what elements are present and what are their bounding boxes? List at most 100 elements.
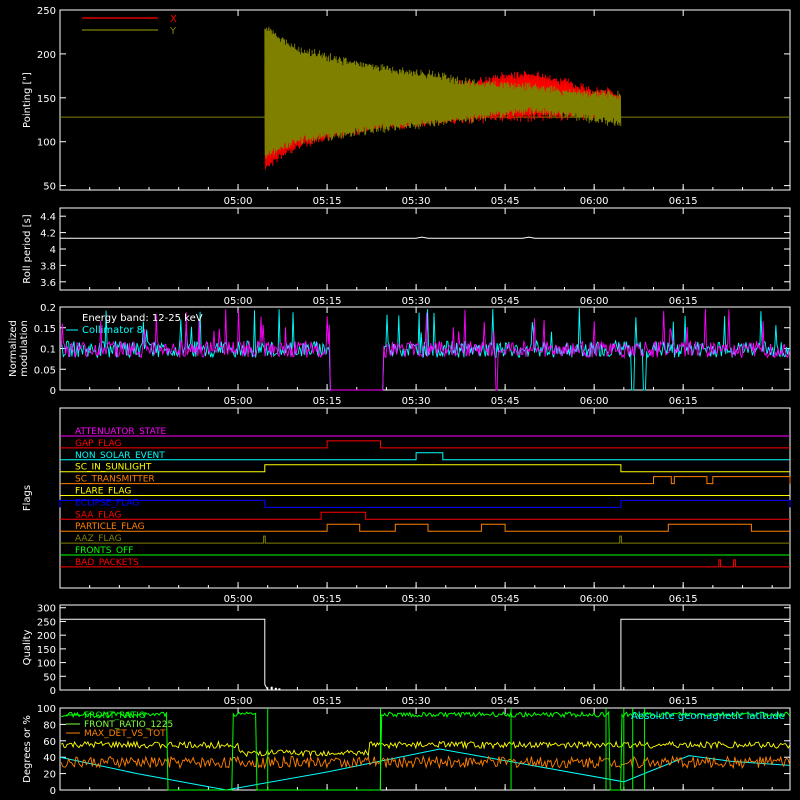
quality-ylabel: Quality: [22, 630, 33, 666]
modulation-legend-label: Collimator 8: [82, 325, 143, 336]
modulation-xtick-label: 06:15: [669, 396, 698, 407]
flag-label-aaz_flag: AAZ_FLAG: [75, 534, 122, 544]
modulation-ytick-label: 0.1: [40, 345, 56, 356]
flags-xtick-label: 05:30: [402, 594, 431, 605]
pointing-frame: [59, 9, 791, 191]
fronts-ytick-label: 0: [50, 786, 56, 797]
modulation-xtick-label: 05:30: [402, 396, 431, 407]
flag-line-sc_transmitter: [60, 476, 791, 485]
fronts-legend-label: FRONT_RATIO_1225: [84, 720, 173, 730]
modulation-ylabel-line1: Normalized: [8, 320, 19, 377]
fronts-ytick-label: 60: [43, 737, 56, 748]
modulation-ytick-label: 0: [50, 386, 56, 397]
fronts-ytick-label: 20: [43, 770, 56, 781]
modulation-xtick-label: 05:45: [491, 396, 520, 407]
fronts-ylabel: Degrees or %: [22, 715, 33, 783]
roll-frame: [59, 207, 791, 291]
geomagnetic-latitude-line: [59, 748, 791, 791]
pointing-legend-label: X: [170, 14, 177, 25]
roll-ytick-label: 4.2: [40, 229, 56, 240]
quality-ytick-label: 300: [37, 604, 56, 615]
quality-xtick-label: 05:45: [491, 696, 520, 707]
pointing-xtick-label: 05:15: [313, 196, 342, 207]
flag-label-gap_flag: GAP_FLAG: [75, 439, 121, 449]
flag-line-non_solar_event: [60, 452, 790, 461]
quality-ytick-label: 150: [37, 645, 56, 656]
pointing-legend-label: Y: [169, 26, 177, 37]
fronts-frame: [59, 707, 791, 791]
pointing-xtick-label: 05:00: [224, 196, 253, 207]
flag-line-gap_flag: [60, 440, 790, 449]
quality-ytick-label: 100: [37, 659, 56, 670]
flags-frame: [59, 407, 791, 589]
modulation-ylabel-line2: modulation: [19, 320, 30, 377]
pointing-xtick-label: 05:30: [402, 196, 431, 207]
pointing-ytick-label: 250: [37, 6, 56, 17]
quality-xtick-label: 05:30: [402, 696, 431, 707]
modulation-ytick-label: 0.05: [34, 365, 56, 376]
pointing-series-Y: [264, 26, 622, 159]
modulation-series-magenta: [60, 308, 791, 391]
quality-spike: [278, 688, 281, 690]
fronts-legend-label: MAX_DET_VS_TOT: [84, 729, 166, 739]
roll-period-line: [60, 236, 790, 239]
quality-xtick-label: 05:00: [224, 696, 253, 707]
quality-ytick-label: 0: [50, 686, 56, 697]
quality-xtick-label: 05:15: [313, 696, 342, 707]
pointing-ytick-label: 100: [37, 138, 56, 149]
panel-quality: 05:00 05:15 05:30 05:45 06:00 06:15 0 50 100 150 2…: [22, 604, 791, 707]
roll-xtick-label: 05:45: [491, 296, 520, 307]
orange-series-line: [60, 754, 791, 770]
pointing-xtick-label: 06:00: [580, 196, 609, 207]
roll-xtick-label: 05:00: [224, 296, 253, 307]
flag-label-sc_transmitter: SC_TRANSMITTER: [75, 475, 155, 485]
pointing-ytick-label: 50: [43, 182, 56, 193]
pointing-xtick-label: 05:45: [491, 196, 520, 207]
roll-ylabel: Roll period [s]: [22, 214, 33, 283]
panels: 05:00 05:15 05:30 05:45 06:00 06:15 50 100 150 20…: [8, 6, 791, 797]
modulation-xtick-label: 06:00: [580, 396, 609, 407]
fronts-ytick-label: 40: [43, 753, 56, 764]
flag-line-sc_in_sunlight: [60, 464, 790, 473]
quality-ytick-label: 50: [43, 672, 56, 683]
flag-label-saa_flag: SAA_FLAG: [75, 510, 121, 520]
quality-spike: [274, 687, 277, 690]
flag-label-bad_packets: BAD_PACKETS: [75, 558, 139, 568]
flags-xtick-label: 05:00: [224, 594, 253, 605]
flags-xtick-label: 06:15: [669, 594, 698, 605]
roll-ytick-label: 3.6: [40, 278, 56, 289]
quality-xtick-label: 06:15: [669, 696, 698, 707]
flag-label-non_solar_event: NON_SOLAR_EVENT: [75, 451, 165, 461]
flag-line-saa_flag: [60, 511, 790, 520]
flag-line-particle_flag: [60, 523, 790, 532]
roll-ytick-label: 4.4: [40, 212, 56, 223]
panel-flags: 05:00 05:15 05:30 05:45 06:00 06:15 Flags ATTEN…: [22, 407, 791, 605]
roll-xtick-label: 05:30: [402, 296, 431, 307]
flag-label-attenuator_state: ATTENUATOR_STATE: [75, 427, 167, 437]
panel-modulation: 05:00 05:15 05:30 05:45 06:00 06:15 0 0.05 0.1 0.…: [8, 303, 791, 407]
max-det-vs-tot-line: [61, 740, 791, 758]
quality-frame: [59, 604, 791, 691]
modulation-xtick-label: 05:15: [313, 396, 342, 407]
modulation-ytick-label: 0.15: [34, 324, 56, 335]
panel-roll: 05:00 05:15 05:30 05:45 06:00 06:15 3.6 3.8 4 4.2…: [22, 207, 791, 307]
quality-ytick-label: 250: [37, 617, 56, 628]
flag-label-flare_flag: FLARE_FLAG: [75, 487, 131, 497]
pointing-ytick-label: 150: [37, 94, 56, 105]
geomagnetic-latitude-label: Absolute geomagnetic latitude: [631, 711, 785, 722]
flag-label-sc_in_sunlight: SC_IN_SUNLIGHT: [75, 463, 152, 473]
flag-line-eclipse_flag: [59, 499, 791, 508]
panel-fronts: 0 20 40 60 80 100 Degrees or % FRONT_RATIOFRONT…: [22, 704, 791, 797]
pointing-ylabel: Pointing ["]: [22, 72, 33, 128]
roll-xtick-label: 05:15: [313, 296, 342, 307]
flag-line-bad_packets: [60, 559, 790, 568]
flags-ylabel: Flags: [22, 485, 33, 511]
fronts-ytick-label: 80: [43, 720, 56, 731]
modulation-ytick-label: 0.2: [40, 303, 56, 314]
flags-xtick-label: 05:45: [491, 594, 520, 605]
modulation-xtick-label: 05:00: [224, 396, 253, 407]
quality-ytick-label: 200: [37, 631, 56, 642]
quality-xtick-label: 06:00: [580, 696, 609, 707]
